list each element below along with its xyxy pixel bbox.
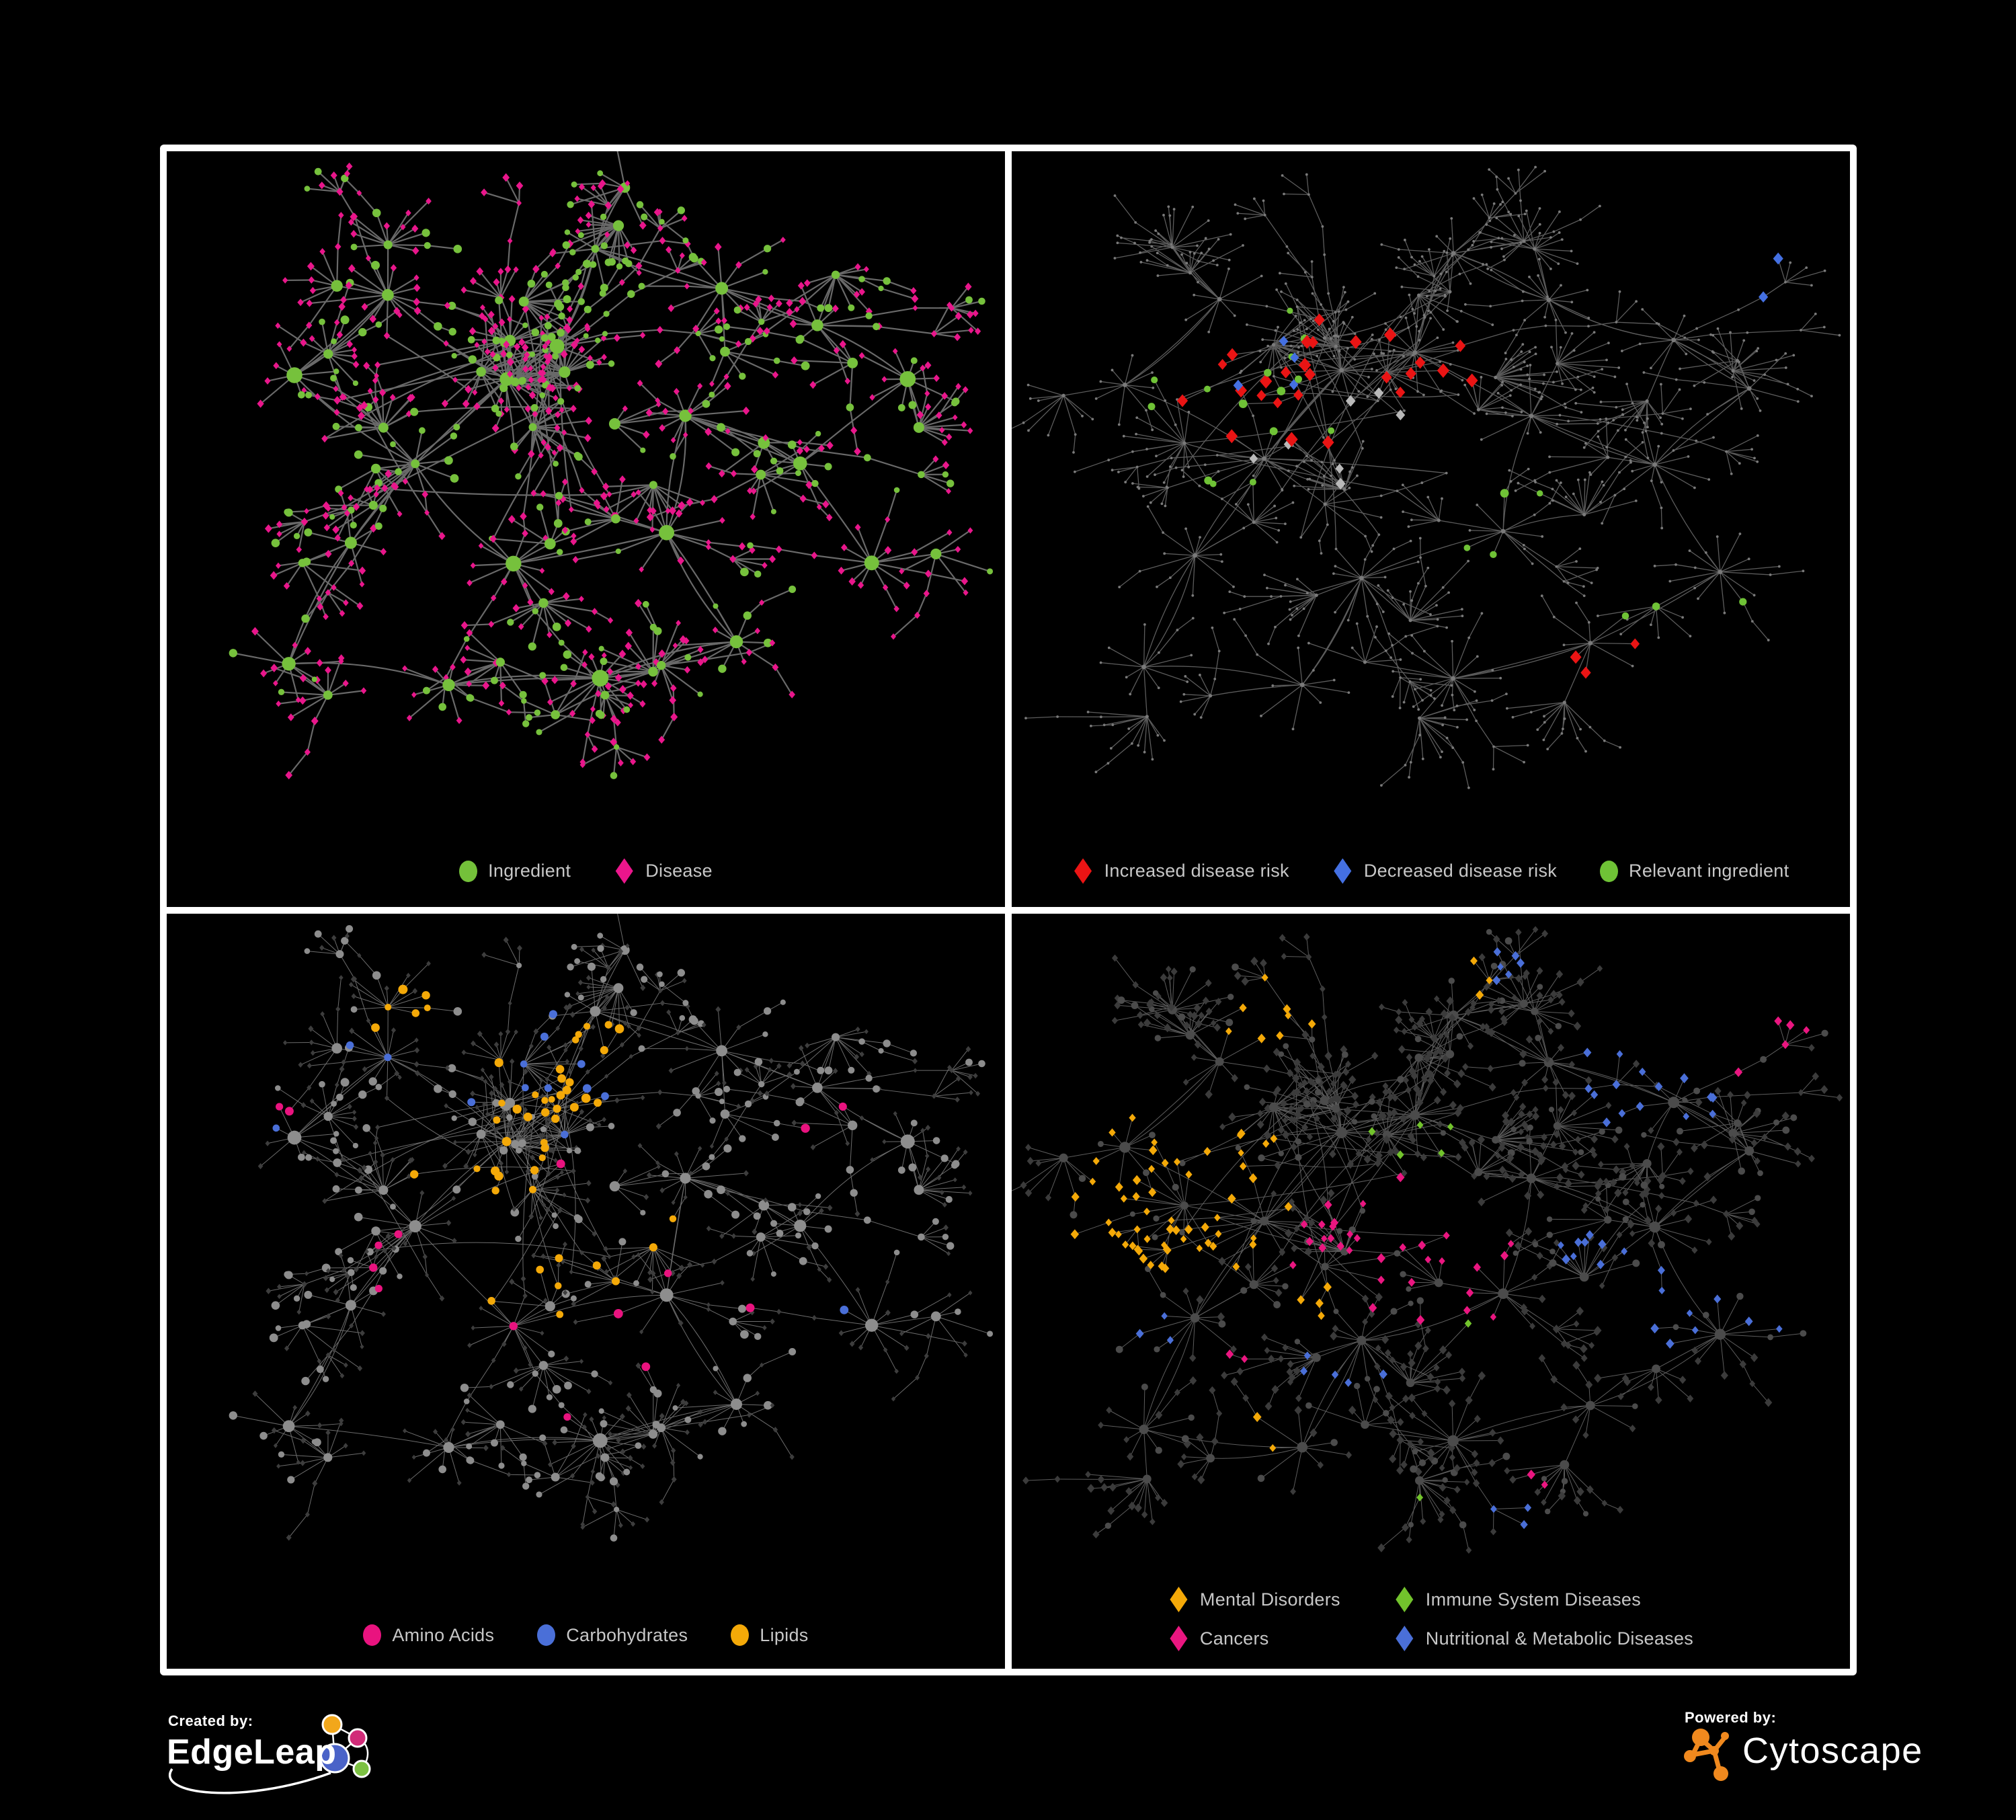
legend-label: Mental Disorders [1199,1589,1340,1610]
diamond-marker-icon [1074,858,1092,884]
created-by-label: Created by: [168,1712,253,1729]
powered-by-label: Powered by: [1685,1709,1776,1726]
diamond-marker-icon [1170,1626,1188,1651]
circle-marker-icon [363,1624,382,1646]
edgeleap-credit: Created by: EdgeLeap [161,1710,390,1811]
network-nodes [229,162,994,780]
edgeleap-node-blue [319,1743,350,1774]
legend-item-decreased-disease-risk: Decreased disease risk [1332,858,1558,884]
cytoscape-glyph [1684,1729,1729,1781]
network-edges [233,151,990,776]
cytoscape-brand-text: Cytoscape [1742,1731,1923,1771]
circle-marker-icon [731,1624,750,1646]
legend-item-cancers: Cancers [1168,1626,1269,1651]
edgeleap-node-green [352,1759,371,1778]
legend-label: Ingredient [488,861,571,881]
legend-label: Disease [645,861,713,881]
circle-marker-icon [1600,860,1619,882]
legend-label: Carbohydrates [566,1624,688,1645]
network-nodes [1022,165,1841,789]
legend-item-immune-system-diseases: Immune System Diseases [1394,1587,1641,1612]
legend-nutrient-classes: Amino Acids Carbohydrates Lipids [167,1624,1005,1646]
network-graph-nutrient-classes [229,913,994,1542]
legend-label: Amino Acids [392,1624,495,1645]
diamond-marker-icon [1334,858,1352,884]
cytoscape-logo: Powered by: Cytoscape [1684,1709,1923,1781]
diamond-marker-icon [1396,1587,1414,1612]
network-nodes [1020,925,1843,1554]
circle-marker-icon [459,860,478,882]
legend-label: Relevant ingredient [1629,861,1789,881]
edgeleap-logo: Created by: EdgeLeap [167,1712,371,1794]
legend-label: Lipids [760,1624,809,1645]
diamond-marker-icon [1170,1587,1188,1612]
network-graph-disease-risk [1012,165,1841,789]
legend-disease-classes: Mental Disorders Immune System Diseases Ca… [1168,1587,1693,1651]
network-nodes [229,924,994,1542]
legend-item-amino-acids: Amino Acids [363,1624,494,1646]
edgeleap-node-orange [321,1714,343,1735]
legend-item-lipids: Lipids [731,1624,808,1646]
panel-disease-classes: Mental Disorders Immune System Diseases Ca… [1012,913,1850,1669]
edgeleap-brand-text: EdgeLeap [167,1733,337,1772]
legend-item-increased-disease-risk: Increased disease risk [1073,858,1289,884]
legend-disease-risk: Increased disease risk Decreased disease … [1012,858,1850,884]
legend-item-disease: Disease [614,858,713,884]
edgeleap-swoosh [169,1768,331,1794]
network-edges [1012,928,1840,1550]
legend-label: Increased disease risk [1104,861,1289,881]
network-graph-disease-classes [1012,925,1843,1554]
panel-ingredient-disease: Ingredient Disease [167,151,1005,907]
cytoscape-credit: Powered by: Cytoscape [1681,1706,1976,1794]
diamond-marker-icon [615,858,633,884]
highlighted-nodes [1070,947,1810,1529]
legend-label: Decreased disease risk [1363,861,1558,881]
legend-ingredient-disease: Ingredient Disease [167,858,1005,884]
diamond-marker-icon [1396,1626,1414,1651]
legend-item-nutritional-metabolic-diseases: Nutritional & Metabolic Diseases [1394,1626,1693,1651]
highlighted-nodes [410,241,635,483]
panel-nutrient-classes: Amino Acids Carbohydrates Lipids [167,913,1005,1669]
legend-label: Immune System Diseases [1425,1589,1641,1610]
network-edges [1012,167,1840,788]
panel-disease-risk: Increased disease risk Decreased disease … [1012,151,1850,907]
highlighted-nodes [272,984,849,1421]
edgeleap-node-pink [348,1728,368,1748]
legend-item-mental-disorders: Mental Disorders [1168,1587,1340,1612]
legend-item-carbohydrates: Carbohydrates [537,1624,688,1646]
legend-item-ingredient: Ingredient [459,860,571,882]
edgeleap-logo-nodes [319,1714,371,1778]
circle-marker-icon [537,1624,556,1646]
legend-label: Nutritional & Metabolic Diseases [1425,1628,1694,1649]
highlighted-nodes [1147,252,1783,679]
legend-label: Cancers [1199,1628,1269,1649]
legend-item-relevant-ingredient: Relevant ingredient [1600,860,1789,882]
figure-grid: Ingredient Disease Increased disease risk… [160,145,1857,1675]
network-graph-ingredient-disease [229,151,994,780]
